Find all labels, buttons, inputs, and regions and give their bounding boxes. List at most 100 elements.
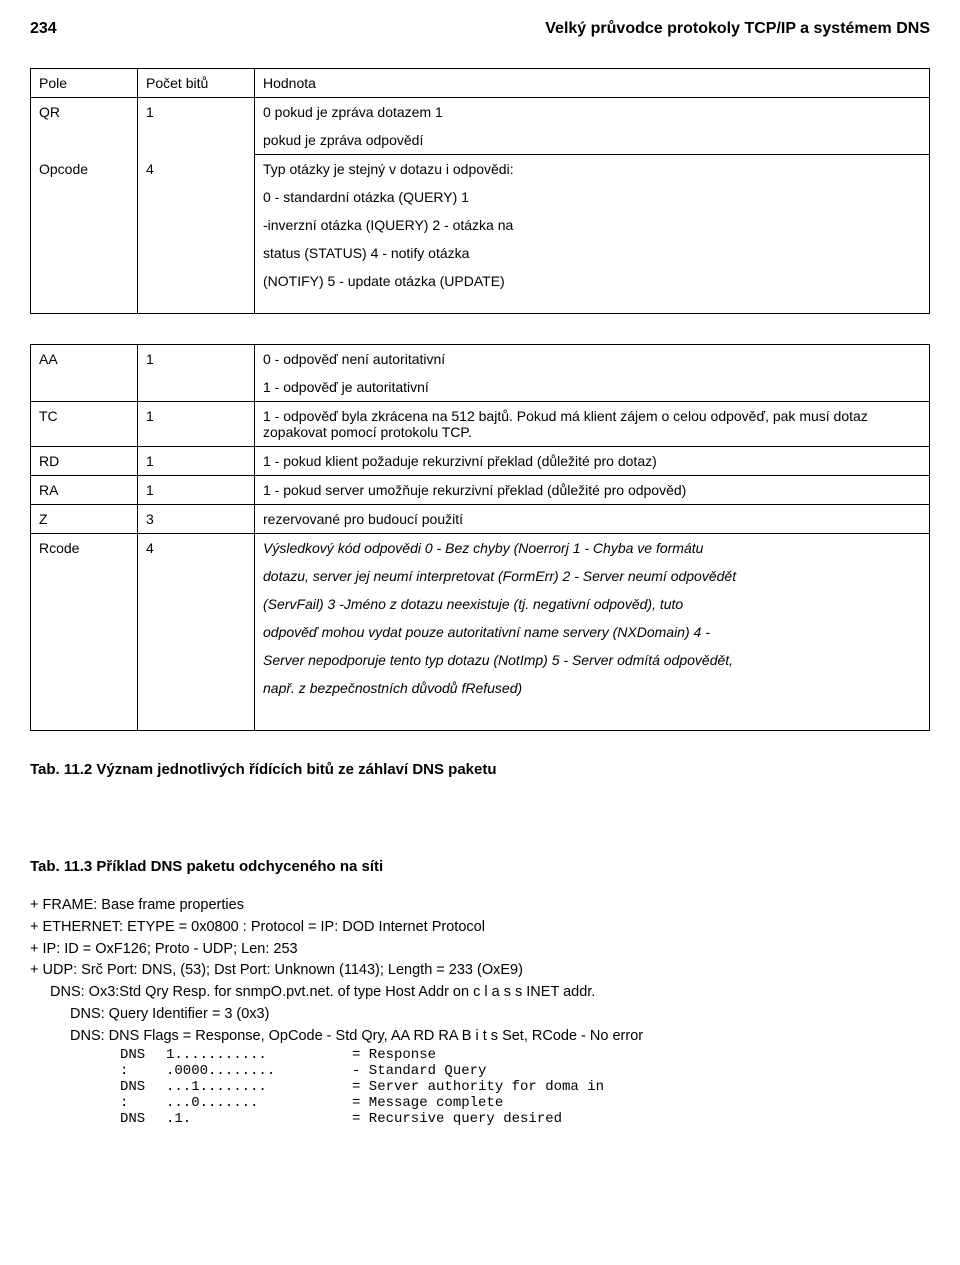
t2-bits — [138, 618, 255, 646]
t1-pole: Opcode — [31, 155, 138, 184]
flags-row: DNS ...1........ = Server authority for … — [120, 1079, 610, 1095]
t1-pole: QR — [31, 98, 138, 127]
t2-pole: AA — [31, 345, 138, 374]
t2-val: 1 - pokud server umožňuje rekurzivní pře… — [255, 476, 930, 505]
flags-c2: .0000........ — [166, 1063, 352, 1079]
t1-bits — [138, 183, 255, 211]
t2-val-line: dotazu, server jej neumí interpretovat (… — [263, 568, 736, 584]
t2-pole — [31, 562, 138, 590]
flags-c1: DNS — [120, 1111, 166, 1127]
t2-val-line: odpověď mohou vydat pouze autoritativní … — [263, 624, 710, 640]
flags-c1: : — [120, 1063, 166, 1079]
t2-val: Server nepodporuje tento typ dotazu (Not… — [255, 646, 930, 674]
t2-val-line: (ServFail) 3 -Jméno z dotazu neexistuje … — [263, 596, 683, 612]
t2-val-line: Server nepodporuje tento typ dotazu (Not… — [263, 652, 733, 668]
flags-c3: = Message complete — [352, 1095, 610, 1111]
flags-c3: - Standard Query — [352, 1063, 610, 1079]
t2-bits — [138, 646, 255, 674]
t2-bits — [138, 373, 255, 402]
frame-line: + UDP: Srč Port: DNS, (53); Dst Port: Un… — [30, 960, 930, 982]
t2-bits: 4 — [138, 534, 255, 563]
t2-pole: Z — [31, 505, 138, 534]
t1-pole — [31, 239, 138, 267]
flags-c2: 1........... — [166, 1047, 352, 1063]
t1-bits: 4 — [138, 155, 255, 184]
flags-c3: = Server authority for doma in — [352, 1079, 610, 1095]
t2-bits: 3 — [138, 505, 255, 534]
t1-pole — [31, 183, 138, 211]
frame-dump: + FRAME: Base frame properties + ETHERNE… — [30, 895, 930, 1047]
t2-bits: 1 — [138, 345, 255, 374]
t2-val-line: např. z bezpečnostních důvodů fRefused) — [263, 680, 522, 696]
t2-pole: Rcode — [31, 534, 138, 563]
frame-line: DNS: Query Identifier = 3 (0x3) — [30, 1004, 930, 1026]
t1-val: status (STATUS) 4 - notify otázka — [255, 239, 930, 267]
caption-11-2: Tab. 11.2 Význam jednotlivých řídících b… — [30, 761, 930, 778]
th-val: Hodnota — [255, 69, 930, 98]
table-1: Pole Počet bitů Hodnota QR 1 0 pokud je … — [30, 68, 930, 314]
t2-val: 1 - odpověď byla zkrácena na 512 bajtů. … — [255, 402, 930, 447]
frame-line: + FRAME: Base frame properties — [30, 895, 930, 917]
flags-row: : .0000........ - Standard Query — [120, 1063, 610, 1079]
t2-val-line: Výsledkový kód odpovědi 0 - Bez chyby (N… — [263, 540, 703, 556]
t2-bits: 1 — [138, 447, 255, 476]
flags-c3: = Recursive query desired — [352, 1111, 610, 1127]
th-bits: Počet bitů — [138, 69, 255, 98]
flags-row: DNS 1........... = Response — [120, 1047, 610, 1063]
flags-c1: : — [120, 1095, 166, 1111]
t2-pole — [31, 674, 138, 731]
flags-row: : ...0....... = Message complete — [120, 1095, 610, 1111]
t2-bits — [138, 674, 255, 731]
flags-row: DNS .1. = Recursive query desired — [120, 1111, 610, 1127]
t2-val: (ServFail) 3 -Jméno z dotazu neexistuje … — [255, 590, 930, 618]
t1-bits — [138, 267, 255, 314]
flags-c2: ...1........ — [166, 1079, 352, 1095]
t1-bits — [138, 211, 255, 239]
t1-val: Typ otázky je stejný v dotazu i odpovědi… — [255, 155, 930, 184]
t2-bits — [138, 590, 255, 618]
t1-pole — [31, 267, 138, 314]
flags-c1: DNS — [120, 1047, 166, 1063]
dns-flags-table: DNS 1........... = Response : .0000.....… — [120, 1047, 610, 1127]
frame-line: + IP: ID = OxF126; Proto - UDP; Len: 253 — [30, 939, 930, 961]
t1-bits — [138, 239, 255, 267]
t2-val: Výsledkový kód odpovědi 0 - Bez chyby (N… — [255, 534, 930, 563]
page-header: 234 Velký průvodce protokoly TCP/IP a sy… — [30, 20, 930, 38]
t1-bits — [138, 126, 255, 155]
flags-c3: = Response — [352, 1047, 610, 1063]
t2-pole — [31, 646, 138, 674]
page-title: Velký průvodce protokoly TCP/IP a systém… — [545, 20, 930, 38]
page-number: 234 — [30, 20, 57, 38]
t2-val: 1 - pokud klient požaduje rekurzivní pře… — [255, 447, 930, 476]
t1-pole — [31, 211, 138, 239]
caption-11-3: Tab. 11.3 Příklad DNS paketu odchyceného… — [30, 858, 930, 875]
t2-pole: RD — [31, 447, 138, 476]
t2-val: odpověď mohou vydat pouze autoritativní … — [255, 618, 930, 646]
t1-val: -inverzní otázka (IQUERY) 2 - otázka na — [255, 211, 930, 239]
t2-val: 0 - odpověď není autoritativní — [255, 345, 930, 374]
t2-val: rezervované pro budoucí použití — [255, 505, 930, 534]
t2-pole: TC — [31, 402, 138, 447]
t2-val: dotazu, server jej neumí interpretovat (… — [255, 562, 930, 590]
t1-pole — [31, 126, 138, 155]
frame-line: + ETHERNET: ETYPE = 0x0800 : Protocol = … — [30, 917, 930, 939]
th-pole: Pole — [31, 69, 138, 98]
t2-bits: 1 — [138, 476, 255, 505]
table-2: AA 1 0 - odpověď není autoritativní 1 - … — [30, 344, 930, 731]
flags-c2: .1. — [166, 1111, 352, 1127]
t2-val: např. z bezpečnostních důvodů fRefused) — [255, 674, 930, 731]
t2-pole: RA — [31, 476, 138, 505]
t2-bits: 1 — [138, 402, 255, 447]
t2-pole — [31, 373, 138, 402]
t2-val: 1 - odpověď je autoritativní — [255, 373, 930, 402]
t1-bits: 1 — [138, 98, 255, 127]
t1-val: pokud je zpráva odpovědí — [255, 126, 930, 155]
t1-val: (NOTIFY) 5 - update otázka (UPDATE) — [255, 267, 930, 314]
t1-val: 0 pokud je zpráva dotazem 1 — [255, 98, 930, 127]
frame-line: DNS: DNS Flags = Response, OpCode - Std … — [30, 1026, 930, 1048]
t2-pole — [31, 590, 138, 618]
flags-c1: DNS — [120, 1079, 166, 1095]
flags-c2: ...0....... — [166, 1095, 352, 1111]
t2-pole — [31, 618, 138, 646]
t2-bits — [138, 562, 255, 590]
